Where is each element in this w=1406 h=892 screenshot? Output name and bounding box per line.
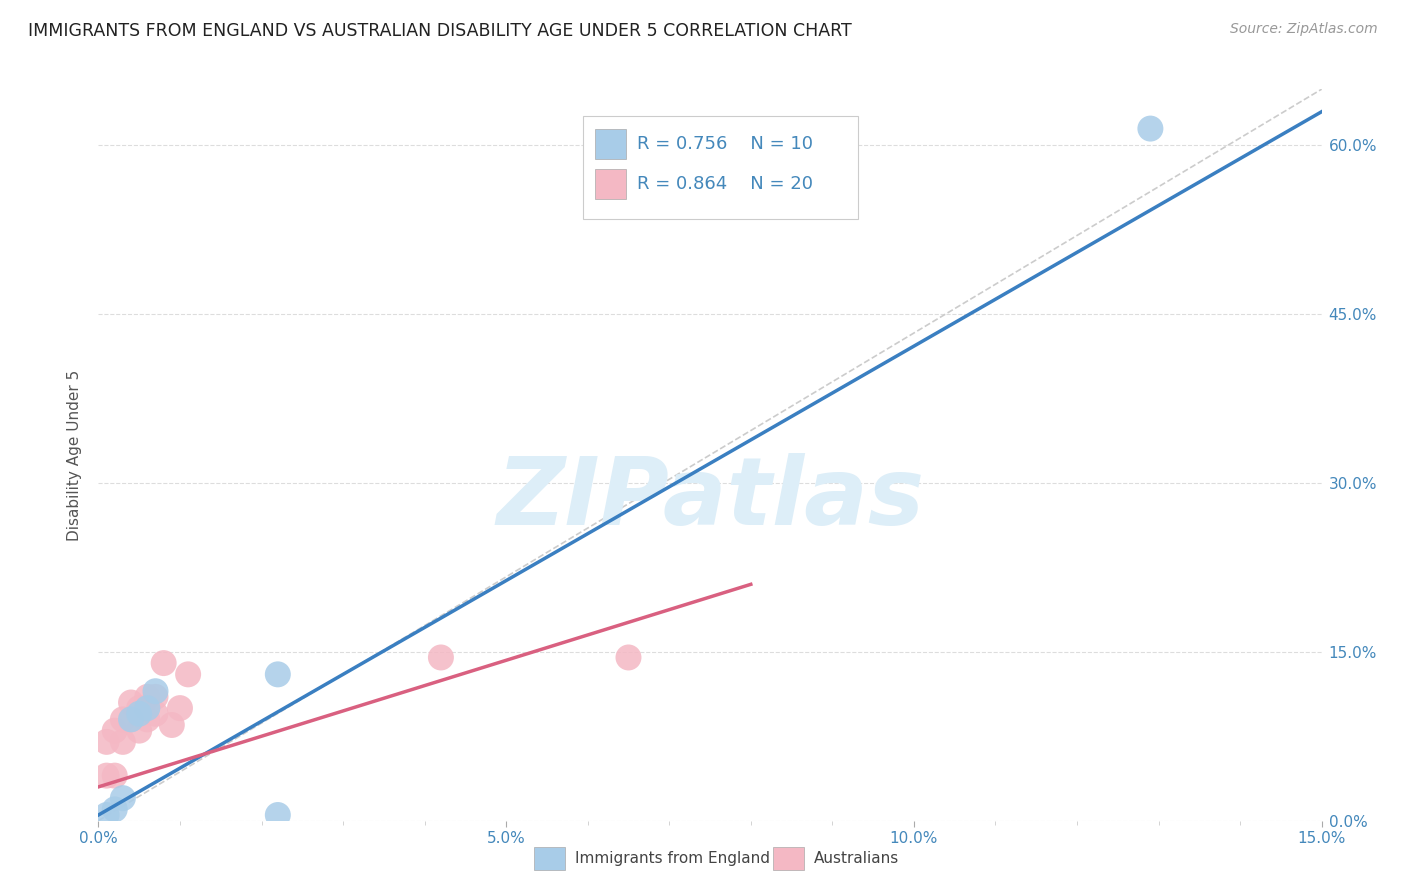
Text: ZIPatlas: ZIPatlas [496,453,924,545]
Point [136,701,159,715]
Point [145,706,167,721]
Point [136,690,159,704]
Text: R = 0.756    N = 10: R = 0.756 N = 10 [637,135,813,153]
Point [1139,121,1161,136]
Point [111,791,134,805]
Point [104,769,127,783]
Point [128,706,150,721]
Text: Australians: Australians [814,851,900,866]
Point [169,701,191,715]
Point [104,723,127,738]
Text: Source: ZipAtlas.com: Source: ZipAtlas.com [1230,22,1378,37]
Point [120,712,142,726]
Point [96,769,118,783]
Point [145,690,167,704]
Point [96,735,118,749]
Point [120,696,142,710]
Text: Immigrants from England: Immigrants from England [575,851,770,866]
Text: IMMIGRANTS FROM ENGLAND VS AUSTRALIAN DISABILITY AGE UNDER 5 CORRELATION CHART: IMMIGRANTS FROM ENGLAND VS AUSTRALIAN DI… [28,22,852,40]
Point [120,712,142,726]
Point [104,802,127,816]
Point [128,723,150,738]
Text: R = 0.864    N = 20: R = 0.864 N = 20 [637,175,813,194]
Point [430,650,453,665]
Y-axis label: Disability Age Under 5: Disability Age Under 5 [67,369,83,541]
Point [267,667,290,681]
Point [111,712,134,726]
Point [96,808,118,822]
Point [136,712,159,726]
Point [160,718,183,732]
Point [177,667,200,681]
Point [111,735,134,749]
Point [152,656,174,670]
Point [128,701,150,715]
Point [267,808,290,822]
Point [145,684,167,698]
Point [617,650,640,665]
